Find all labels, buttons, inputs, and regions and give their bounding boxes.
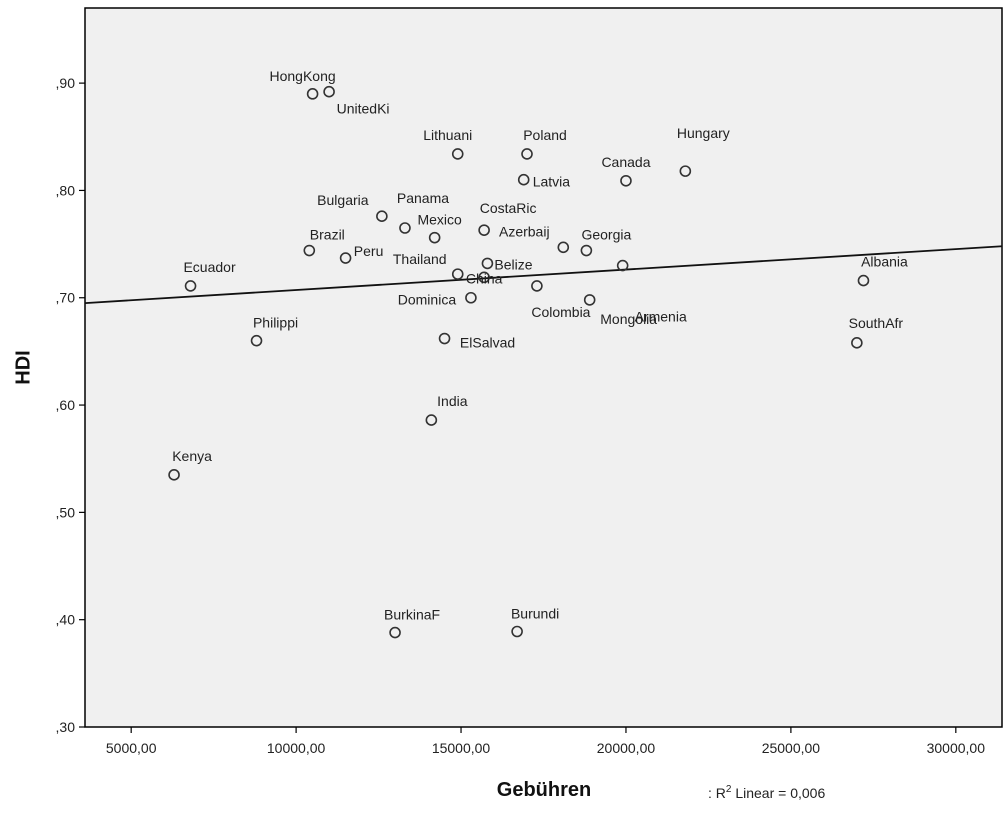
data-point (580, 244, 593, 257)
point-label: Bulgaria (317, 192, 369, 208)
data-point (451, 268, 464, 280)
x-axis-title: Gebühren (497, 779, 591, 801)
data-point (306, 88, 319, 100)
point-label: HongKong (270, 68, 336, 84)
data-point (620, 174, 632, 187)
data-point (851, 337, 863, 349)
point-label: Belize (494, 256, 532, 272)
data-point (478, 271, 490, 284)
data-point (425, 414, 438, 426)
data-point (339, 252, 352, 264)
point-label: Azerbaij (499, 223, 550, 239)
point-label: BurkinaF (384, 607, 440, 623)
x-tick-label: 25000,00 (762, 740, 821, 756)
data-point (557, 241, 570, 254)
data-point (857, 274, 870, 287)
y-axis-title: HDI (12, 350, 34, 384)
data-point (399, 222, 411, 234)
y-tick-label: ,40 (56, 612, 76, 628)
point-label: Latvia (533, 174, 571, 190)
data-point (389, 626, 401, 639)
data-point (184, 280, 197, 292)
point-label: Hungary (677, 125, 730, 141)
point-label: China (466, 270, 503, 286)
point-label: Burundi (511, 605, 559, 621)
data-points: HongKong UnitedKi Lithuani Poland Hungary Can… (168, 68, 908, 639)
data-point (438, 332, 451, 345)
data-point (168, 469, 180, 481)
point-label: Georgia (581, 227, 631, 243)
data-point (616, 259, 629, 272)
point-label: Lithuani (423, 127, 472, 143)
point-label: UnitedKi (337, 101, 390, 117)
point-label: SouthAfr (849, 315, 904, 331)
point-label: Armenia (635, 309, 687, 325)
point-label: Colombia (531, 304, 590, 320)
data-point (517, 173, 530, 186)
point-label: Philippi (253, 315, 298, 331)
point-label: Dominica (398, 292, 457, 308)
plot-area (84, 7, 1003, 728)
point-label: India (437, 393, 468, 409)
point-label: Mongolia (600, 311, 657, 327)
data-point (583, 294, 596, 306)
x-tick-label: 15000,00 (432, 740, 491, 756)
data-point (481, 257, 494, 270)
data-point (531, 280, 543, 292)
point-label: Peru (354, 243, 384, 259)
data-point (323, 85, 335, 98)
regression-line (84, 245, 1003, 305)
y-tick-label: ,60 (56, 397, 76, 413)
data-point (428, 231, 441, 244)
point-label: Albania (861, 254, 908, 270)
point-label: Brazil (310, 227, 345, 243)
data-point (376, 210, 388, 222)
y-tick-label: ,70 (56, 290, 76, 306)
y-tick-label: ,80 (56, 182, 76, 198)
data-point (478, 224, 490, 236)
point-label: ElSalvad (460, 335, 515, 351)
data-point (250, 334, 263, 347)
point-label: CostaRic (480, 200, 537, 216)
point-label: Canada (601, 154, 650, 170)
data-point (679, 165, 692, 177)
x-tick-label: 20000,00 (597, 740, 656, 756)
data-point (521, 148, 533, 160)
x-tick-label: 5000,00 (106, 740, 157, 756)
point-label: Kenya (172, 448, 212, 464)
data-point (303, 244, 316, 257)
y-tick-label: ,90 (56, 75, 76, 91)
data-point (465, 291, 477, 304)
y-tick-label: ,50 (56, 504, 76, 520)
x-tick-label: 30000,00 (927, 740, 986, 756)
data-point (511, 625, 523, 638)
point-label: Poland (523, 127, 567, 143)
point-label: Ecuador (183, 259, 235, 275)
x-tick-label: 10000,00 (267, 740, 326, 756)
point-label: Thailand (393, 251, 447, 267)
y-tick-label: ,30 (56, 719, 76, 735)
data-point (451, 148, 464, 160)
axis-ticks: ,30 ,40 ,50 ,60 ,70 ,80 ,90 5000,00 10000,00 1500… (56, 75, 986, 756)
point-label: Panama (397, 190, 449, 206)
r2-annotation: : R2 Linear = 0,006 (708, 784, 825, 801)
point-label: Mexico (417, 212, 462, 228)
